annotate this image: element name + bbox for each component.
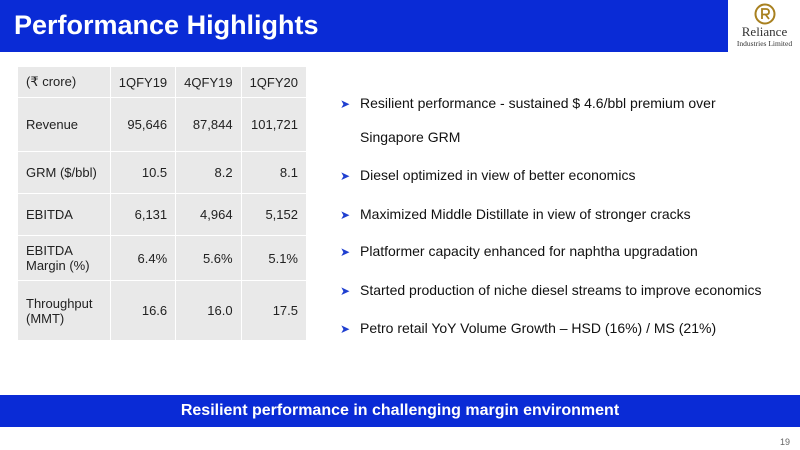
company-logo: Reliance Industries Limited <box>729 0 800 52</box>
arrow-bullet-icon: ➤ <box>340 208 351 222</box>
table-row: Throughput (MMT) 16.6 16.0 17.5 <box>17 280 308 341</box>
arrow-bullet-icon: ➤ <box>340 245 351 259</box>
table-header-row: (₹ crore) 1QFY19 4QFY19 1QFY20 <box>17 66 308 98</box>
column-header: 1QFY19 <box>109 66 177 98</box>
arrow-bullet-icon: ➤ <box>340 284 351 298</box>
logo-subtitle: Industries Limited <box>736 39 793 48</box>
column-header: 4QFY19 <box>175 66 242 98</box>
logo-name: Reliance <box>741 24 788 39</box>
reliance-emblem-icon <box>754 3 776 25</box>
table-cell: 8.1 <box>240 151 308 194</box>
page-number: 19 <box>779 437 790 447</box>
row-label: Throughput (MMT) <box>17 280 111 341</box>
table-cell: 16.0 <box>175 280 242 341</box>
arrow-bullet-icon: ➤ <box>340 169 351 183</box>
arrow-bullet-icon: ➤ <box>340 97 351 111</box>
table-cell: 6.4% <box>109 235 177 281</box>
row-label: EBITDA Margin (%) <box>17 235 111 281</box>
table-cell: 5.1% <box>240 235 308 281</box>
table-cell: 5,152 <box>240 193 308 236</box>
row-label: Revenue <box>17 97 111 152</box>
table-cell: 4,964 <box>175 193 242 236</box>
table-cell: 16.6 <box>109 280 177 341</box>
table-row: EBITDA Margin (%) 6.4% 5.6% 5.1% <box>17 235 308 281</box>
table-cell: 87,844 <box>175 97 242 152</box>
footer-text: Resilient performance in challenging mar… <box>180 402 620 419</box>
footer-banner: Resilient performance in challenging mar… <box>0 395 800 427</box>
table-cell: 17.5 <box>240 280 308 341</box>
table-cell: 6,131 <box>109 193 177 236</box>
table-row: EBITDA 6,131 4,964 5,152 <box>17 193 308 236</box>
row-label: EBITDA <box>17 193 111 236</box>
financial-table: (₹ crore) 1QFY19 4QFY19 1QFY20 Revenue 9… <box>17 66 308 341</box>
column-header: 1QFY20 <box>240 66 308 98</box>
table-row: GRM ($/bbl) 10.5 8.2 8.1 <box>17 151 308 194</box>
header-bar: Performance Highlights <box>0 0 728 52</box>
column-header: (₹ crore) <box>17 66 111 98</box>
arrow-bullet-icon: ➤ <box>340 322 351 336</box>
page-title: Performance Highlights <box>14 10 319 40</box>
table-cell: 5.6% <box>175 235 242 281</box>
row-label: GRM ($/bbl) <box>17 151 111 194</box>
table-cell: 95,646 <box>109 97 177 152</box>
table-row: Revenue 95,646 87,844 101,721 <box>17 97 308 152</box>
table-cell: 8.2 <box>175 151 242 194</box>
table-cell: 101,721 <box>240 97 308 152</box>
table-cell: 10.5 <box>109 151 177 194</box>
